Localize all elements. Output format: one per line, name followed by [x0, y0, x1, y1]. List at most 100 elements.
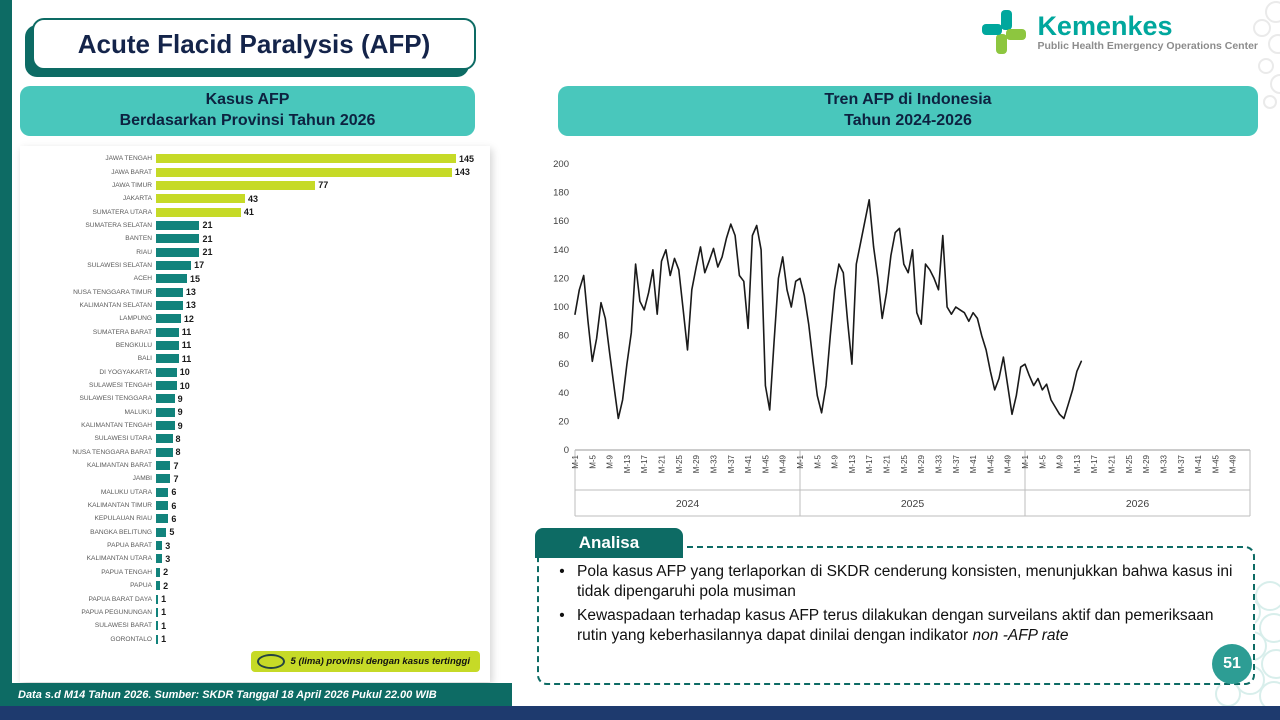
bar-value-label: 9	[177, 393, 183, 404]
bar-value-label: 21	[202, 247, 213, 258]
svg-text:M-21: M-21	[658, 454, 667, 473]
svg-text:M-1: M-1	[571, 454, 580, 468]
bar-category-label: NUSA TENGGARA TIMUR	[73, 288, 152, 296]
bar-value-label: 7	[173, 460, 179, 471]
trend-line-chart-svg: 0 20 40 60 80 100 120 140 160 180 200 M-1 M-5 M-9 M-13…	[553, 159, 1251, 517]
bar-fill	[156, 447, 173, 457]
bar-row: GORONTALO 1	[24, 632, 486, 645]
bar-category-label: DI YOGYAKARTA	[99, 368, 152, 376]
bar-value-label: 143	[454, 167, 470, 178]
svg-text:60: 60	[558, 359, 569, 370]
bar-row: MALUKU 9	[24, 406, 486, 419]
bar-fill	[156, 367, 177, 377]
bar-fill	[156, 434, 173, 444]
bar-fill	[156, 527, 167, 537]
bar-fill	[156, 247, 200, 257]
bar-row: JAKARTA 43	[24, 192, 486, 205]
svg-text:M-21: M-21	[1108, 454, 1117, 473]
svg-text:M-29: M-29	[1142, 454, 1151, 473]
bar-value-label: 9	[177, 407, 183, 418]
svg-text:M-37: M-37	[1177, 454, 1186, 473]
left-chart-title-line1: Kasus AFP	[205, 91, 290, 109]
bar-value-label: 10	[179, 380, 190, 391]
bar-category-label: GORONTALO	[110, 635, 152, 643]
bar-fill	[156, 154, 456, 164]
bar-fill	[156, 354, 179, 364]
svg-text:M-33: M-33	[934, 454, 943, 473]
bar-category-label: JAWA TIMUR	[111, 181, 152, 189]
svg-text:M-29: M-29	[692, 454, 701, 473]
bar-fill	[156, 234, 200, 244]
left-chart-title-line2: Berdasarkan Provinsi Tahun 2026	[119, 112, 376, 129]
bar-fill	[156, 487, 169, 497]
bar-row: BANTEN 21	[24, 232, 486, 245]
analisa-bullet: • Kewaspadaan terhadap kasus AFP terus di…	[547, 606, 1237, 647]
bar-chart-legend-label: 5 (lima) provinsi dengan kasus tertinggi	[290, 656, 470, 667]
svg-text:160: 160	[553, 216, 569, 227]
svg-text:M-41: M-41	[969, 454, 978, 473]
bar-value-label: 3	[165, 540, 171, 551]
bar-fill	[156, 634, 159, 644]
svg-text:M-13: M-13	[623, 454, 632, 473]
svg-text:M-29: M-29	[917, 454, 926, 473]
bar-row: KALIMANTAN TENGAH 9	[24, 419, 486, 432]
bar-fill	[156, 474, 171, 484]
bar-category-label: LAMPUNG	[119, 315, 152, 323]
svg-text:M-9: M-9	[1056, 454, 1065, 468]
bar-category-label: KALIMANTAN BARAT	[87, 462, 152, 470]
page-title: Acute Flacid Paralysis (AFP)	[32, 18, 476, 70]
bar-value-label: 77	[318, 180, 329, 191]
svg-text:M-17: M-17	[1090, 454, 1099, 473]
bar-value-label: 3	[165, 553, 171, 564]
svg-text:M-49: M-49	[779, 454, 788, 473]
svg-text:M-49: M-49	[1004, 454, 1013, 473]
bar-row: RIAU 21	[24, 245, 486, 258]
bar-category-label: KALIMANTAN UTARA	[86, 555, 152, 563]
bar-category-label: BANTEN	[125, 235, 152, 243]
bar-fill	[156, 407, 175, 417]
trend-line-chart: 0 20 40 60 80 100 120 140 160 180 200 M-1 M-5 M-9 M-13…	[535, 150, 1260, 522]
svg-text:M-33: M-33	[1159, 454, 1168, 473]
bar-category-label: PAPUA	[130, 582, 152, 590]
bar-row: KALIMANTAN UTARA 3	[24, 552, 486, 565]
bar-fill	[156, 461, 171, 471]
bar-row: PAPUA PEGUNUNGAN 1	[24, 606, 486, 619]
svg-text:140: 140	[553, 245, 569, 256]
bar-row: KEPULAUAN RIAU 6	[24, 512, 486, 525]
svg-text:M-37: M-37	[952, 454, 961, 473]
bar-category-label: SULAWESI SELATAN	[87, 261, 152, 269]
bar-category-label: SULAWESI TENGGARA	[79, 395, 152, 403]
svg-text:2025: 2025	[901, 498, 925, 510]
bar-value-label: 1	[161, 620, 167, 631]
bar-row: ACEH 15	[24, 272, 486, 285]
bar-value-label: 43	[247, 193, 258, 204]
bar-row: JAMBI 7	[24, 472, 486, 485]
kemenkes-logo: Kemenkes Public Health Emergency Operati…	[980, 8, 1258, 56]
bar-value-label: 1	[161, 594, 167, 605]
bar-row: PAPUA BARAT DAYA 1	[24, 592, 486, 605]
svg-text:M-45: M-45	[986, 454, 995, 473]
bar-category-label: BANGKA BELITUNG	[90, 528, 152, 536]
bar-value-label: 5	[169, 527, 175, 538]
bar-value-label: 8	[175, 433, 181, 444]
kemenkes-pinwheel-icon	[982, 10, 1027, 54]
bar-value-label: 17	[194, 260, 205, 271]
bar-fill	[156, 621, 159, 631]
bar-row: DI YOGYAKARTA 10	[24, 366, 486, 379]
bullet-marker: •	[559, 606, 565, 624]
bar-category-label: BENGKULU	[115, 341, 152, 349]
bar-fill	[156, 607, 159, 617]
bar-row: LAMPUNG 12	[24, 312, 486, 325]
bar-fill	[156, 327, 179, 337]
bar-value-label: 1	[161, 607, 167, 618]
bar-value-label: 6	[171, 500, 177, 511]
bar-fill	[156, 541, 163, 551]
bar-row: SUMATERA SELATAN 21	[24, 219, 486, 232]
svg-text:80: 80	[558, 331, 569, 342]
bar-row: NUSA TENGGARA BARAT 8	[24, 446, 486, 459]
bar-row: PAPUA BARAT 3	[24, 539, 486, 552]
bar-category-label: SUMATERA BARAT	[92, 328, 152, 336]
bar-fill	[156, 567, 161, 577]
right-chart-title: Tren AFP di Indonesia Tahun 2024-2026	[558, 86, 1258, 136]
svg-text:M-17: M-17	[865, 454, 874, 473]
